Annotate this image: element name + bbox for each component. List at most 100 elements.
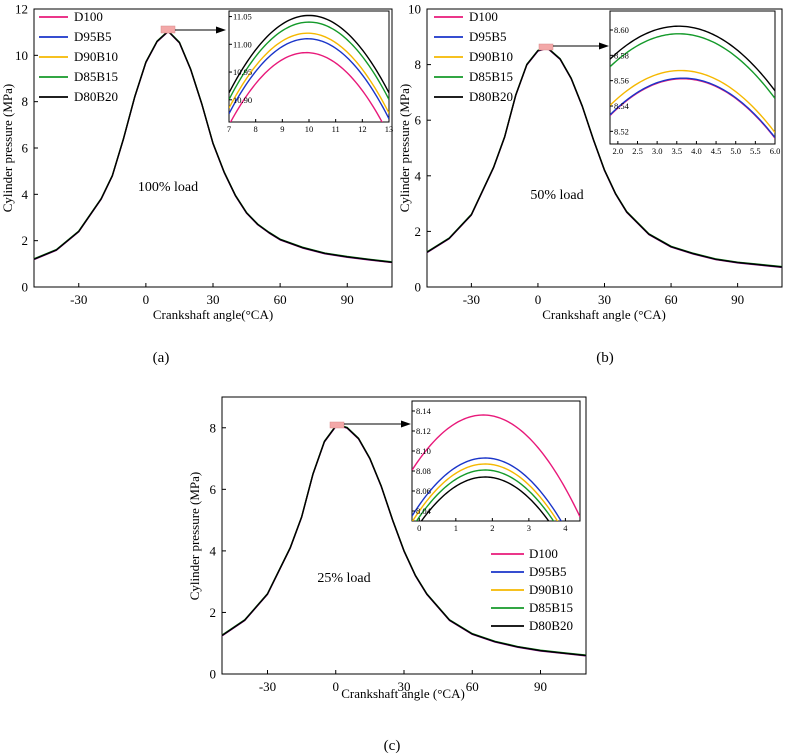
load-annotation: 100% load — [138, 180, 198, 195]
inset-x-tick-label: 3 — [527, 523, 531, 533]
inset-frame — [228, 10, 390, 123]
inset-x-tick-label: 13 — [385, 124, 394, 134]
series-line-d80b20 — [221, 424, 587, 657]
x-axis-label: Crankshaft angle(°CA) — [153, 307, 273, 322]
inset-x-tick-label: 3.0 — [652, 146, 663, 156]
inset-curves — [610, 25, 775, 139]
y-tick-label: 4 — [22, 187, 29, 202]
y-tick-label: 2 — [415, 224, 422, 239]
load-annotation: 50% load — [530, 188, 583, 203]
legend: D100 D95B5 D90B10 D85B15 D80B20 — [434, 9, 513, 104]
legend-label-d90b10: D90B10 — [469, 49, 513, 64]
panel-caption: (a) — [153, 350, 170, 366]
inset-curves — [412, 414, 580, 521]
chart-panel-a: -30 0 30 60 90 0 2 4 6 8 10 12 Crankshaft angle(°CA… — [0, 2, 393, 367]
inset-x-tick-label: 0 — [417, 523, 421, 533]
main-curves — [426, 47, 783, 269]
inset-series-line-d90b10 — [229, 32, 389, 114]
inset-x-tick-label: 9 — [280, 124, 284, 134]
x-tick-label: 0 — [143, 292, 150, 307]
legend: D100 D95B5 D90B10 D85B15 D80B20 — [491, 546, 573, 633]
inset-y-tick-label: 8.04 — [416, 506, 432, 516]
x-tick-label: 60 — [665, 292, 678, 307]
x-tick-label: 0 — [333, 679, 340, 694]
inset-series-line-d85b15 — [229, 21, 389, 100]
inset-series-line-d90b10 — [412, 463, 559, 521]
main-ticks: -30 0 30 60 90 0 2 4 6 8 10 12 — [15, 2, 354, 308]
load-annotation: 25% load — [317, 571, 370, 586]
legend-label-d100: D100 — [469, 9, 498, 24]
legend-label-d80b20: D80B20 — [529, 618, 573, 633]
inset-y-tick-label: 8.52 — [614, 126, 629, 136]
inset-x-tick-label: 12 — [358, 124, 367, 134]
y-axis-label: Cylinder pressure (MPa) — [187, 472, 202, 601]
inset-y-tick-label: 11.00 — [233, 39, 252, 49]
inset-x-tick-label: 8 — [254, 124, 258, 134]
inset-x-tick-label: 2.0 — [613, 146, 624, 156]
y-tick-label: 10 — [408, 2, 421, 17]
x-tick-label: 60 — [274, 292, 287, 307]
y-tick-label: 4 — [415, 168, 422, 183]
y-tick-label: 0 — [210, 667, 217, 682]
inset-series-line-d80b20 — [420, 476, 550, 521]
inset-series-group — [229, 14, 389, 122]
inset-frame — [609, 10, 776, 145]
legend-label-d85b15: D85B15 — [74, 69, 118, 84]
legend-label-d80b20: D80B20 — [74, 89, 118, 104]
inset-x-tick-label: 1 — [454, 523, 458, 533]
legend-label-d95b5: D95B5 — [529, 564, 567, 579]
inset-curves — [229, 14, 389, 122]
y-axis-label: Cylinder pressure (MPa) — [397, 84, 412, 213]
x-tick-label: 90 — [731, 292, 744, 307]
inset-series-line-d95b5 — [610, 77, 775, 139]
inset-x-tick-label: 2.5 — [632, 146, 643, 156]
legend-label-d100: D100 — [74, 9, 103, 24]
inset-x-tick-label: 5.0 — [730, 146, 741, 156]
x-tick-label: 0 — [535, 292, 542, 307]
y-tick-label: 6 — [210, 482, 217, 497]
y-tick-label: 12 — [15, 2, 28, 17]
main-ticks: -30 0 30 60 90 0 2 4 6 8 10 — [408, 2, 744, 308]
inset-x-tick-label: 7 — [227, 124, 231, 134]
y-tick-label: 6 — [22, 141, 29, 156]
y-tick-label: 2 — [210, 605, 217, 620]
legend-label-d85b15: D85B15 — [529, 600, 573, 615]
inset-x-tick-label: 4 — [563, 523, 568, 533]
series-line-d80b20 — [426, 47, 783, 268]
inset-x-tick-label: 4.5 — [711, 146, 722, 156]
legend-label-d90b10: D90B10 — [529, 582, 573, 597]
zoom-arrow — [553, 42, 609, 50]
inset-y-tick-label: 8.54 — [614, 101, 630, 111]
series-line-d95b5 — [33, 30, 393, 264]
y-tick-label: 10 — [15, 48, 28, 63]
legend-label-d90b10: D90B10 — [74, 49, 118, 64]
inset-x-tick-label: 11 — [332, 124, 340, 134]
y-tick-label: 2 — [22, 233, 29, 248]
zoom-region-marker — [329, 421, 345, 429]
y-tick-label: 0 — [22, 280, 29, 295]
x-tick-label: 30 — [598, 292, 611, 307]
y-tick-label: 8 — [415, 57, 422, 72]
zoom-arrow — [344, 420, 411, 428]
inset-x-tick-label: 3.5 — [671, 146, 682, 156]
inset-x-tick-label: 10 — [305, 124, 314, 134]
inset-series-line-d85b15 — [415, 469, 555, 521]
inset-y-tick-label: 8.12 — [416, 426, 431, 436]
inset-series-line-d95b5 — [229, 38, 389, 120]
zoom-region-marker — [538, 43, 554, 51]
inset-frame — [411, 400, 581, 522]
series-line-d80b20 — [33, 30, 393, 263]
y-axis-label: Cylinder pressure (MPa) — [0, 84, 15, 213]
inset-x-tick-label: 5.5 — [750, 146, 761, 156]
inset-y-tick-label: 10.90 — [233, 95, 252, 105]
inset-y-tick-label: 8.06 — [416, 486, 431, 496]
inset-x-tick-label: 6.0 — [770, 146, 781, 156]
inset-x-tick-label: 2 — [490, 523, 494, 533]
panel-caption: (c) — [384, 738, 401, 754]
inset-y-tick-label: 8.60 — [614, 25, 629, 35]
x-tick-label: 90 — [341, 292, 354, 307]
x-tick-label: -30 — [70, 292, 87, 307]
